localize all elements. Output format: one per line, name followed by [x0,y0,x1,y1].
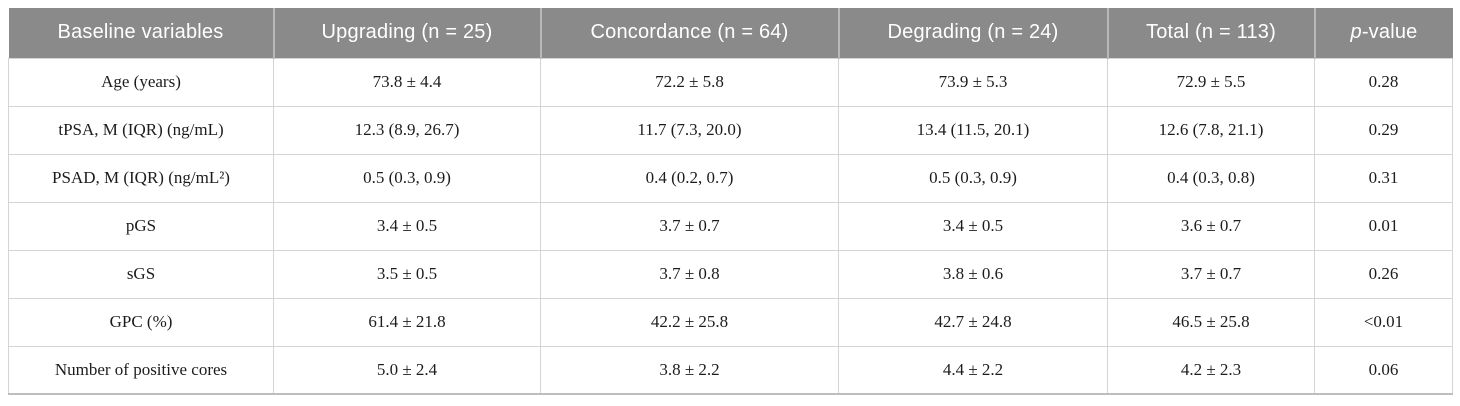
table-cell: 73.9 ± 5.3 [838,57,1108,107]
table-cell: 3.6 ± 0.7 [1107,201,1315,251]
table-cell: 3.7 ± 0.8 [540,249,839,299]
table-cell: 4.2 ± 2.3 [1107,345,1315,395]
table-row-age: Age (years) 73.8 ± 4.4 72.2 ± 5.8 73.9 ±… [8,57,1453,107]
row-label-cell: PSAD, M (IQR) (ng/mL²) [8,153,274,203]
row-label-cell: tPSA, M (IQR) (ng/mL) [8,105,274,155]
table-row-sgs: sGS 3.5 ± 0.5 3.7 ± 0.8 3.8 ± 0.6 3.7 ± … [8,249,1453,299]
table-cell: 42.7 ± 24.8 [838,297,1108,347]
table-cell: 42.2 ± 25.8 [540,297,839,347]
table-cell: 3.7 ± 0.7 [1107,249,1315,299]
table-cell: 0.5 (0.3, 0.9) [838,153,1108,203]
column-header-label: Total (n = 113) [1146,21,1276,44]
column-header-p-value: p-value [1313,8,1453,58]
table-header-row: Baseline variables Upgrading (n = 25) Co… [8,8,1453,58]
column-header-degrading: Degrading (n = 24) [837,8,1108,58]
p-value-cell: 0.26 [1314,249,1453,299]
column-header-total: Total (n = 113) [1106,8,1315,58]
column-header-label-italic: p [1350,21,1362,44]
p-value-cell: 0.01 [1314,201,1453,251]
table-cell: 72.2 ± 5.8 [540,57,839,107]
baseline-variables-table: Baseline variables Upgrading (n = 25) Co… [8,8,1453,395]
column-header-label: -value [1361,21,1418,44]
row-label-cell: Number of positive cores [8,345,274,395]
column-header-concordance: Concordance (n = 64) [539,8,839,58]
table-cell: 61.4 ± 21.8 [273,297,541,347]
table-cell: 11.7 (7.3, 20.0) [540,105,839,155]
p-value-cell: 0.28 [1314,57,1453,107]
table-row-gpc: GPC (%) 61.4 ± 21.8 42.2 ± 25.8 42.7 ± 2… [8,297,1453,347]
column-header-label: Degrading (n = 24) [887,21,1059,44]
row-label-cell: Age (years) [8,57,274,107]
table-cell: 3.7 ± 0.7 [540,201,839,251]
table-cell: 13.4 (11.5, 20.1) [838,105,1108,155]
table-row-tpsa: tPSA, M (IQR) (ng/mL) 12.3 (8.9, 26.7) 1… [8,105,1453,155]
p-value-cell: 0.31 [1314,153,1453,203]
p-value-cell: 0.29 [1314,105,1453,155]
row-label-cell: pGS [8,201,274,251]
table-cell: 3.5 ± 0.5 [273,249,541,299]
table-cell: 46.5 ± 25.8 [1107,297,1315,347]
column-header-label: Baseline variables [57,21,224,44]
table-cell: 12.6 (7.8, 21.1) [1107,105,1315,155]
column-header-baseline-variables: Baseline variables [8,8,274,58]
table-cell: 3.8 ± 2.2 [540,345,839,395]
p-value-cell: <0.01 [1314,297,1453,347]
table-cell: 0.5 (0.3, 0.9) [273,153,541,203]
table-cell: 3.4 ± 0.5 [273,201,541,251]
column-header-label: Upgrading (n = 25) [321,21,493,44]
table-cell: 0.4 (0.3, 0.8) [1107,153,1315,203]
p-value-cell: 0.06 [1314,345,1453,395]
row-label-cell: sGS [8,249,274,299]
row-label-cell: GPC (%) [8,297,274,347]
table-body: Age (years) 73.8 ± 4.4 72.2 ± 5.8 73.9 ±… [8,57,1453,395]
table-row-psad: PSAD, M (IQR) (ng/mL²) 0.5 (0.3, 0.9) 0.… [8,153,1453,203]
table-row-pgs: pGS 3.4 ± 0.5 3.7 ± 0.7 3.4 ± 0.5 3.6 ± … [8,201,1453,251]
table-cell: 5.0 ± 2.4 [273,345,541,395]
table-cell: 0.4 (0.2, 0.7) [540,153,839,203]
table-cell: 72.9 ± 5.5 [1107,57,1315,107]
table-row-positive-cores: Number of positive cores 5.0 ± 2.4 3.8 ±… [8,345,1453,395]
column-header-upgrading: Upgrading (n = 25) [272,8,541,58]
table-cell: 3.4 ± 0.5 [838,201,1108,251]
table-header: Baseline variables Upgrading (n = 25) Co… [8,8,1453,58]
table-cell: 12.3 (8.9, 26.7) [273,105,541,155]
column-header-label: Concordance (n = 64) [590,21,789,44]
table-cell: 3.8 ± 0.6 [838,249,1108,299]
table-cell: 4.4 ± 2.2 [838,345,1108,395]
table-cell: 73.8 ± 4.4 [273,57,541,107]
